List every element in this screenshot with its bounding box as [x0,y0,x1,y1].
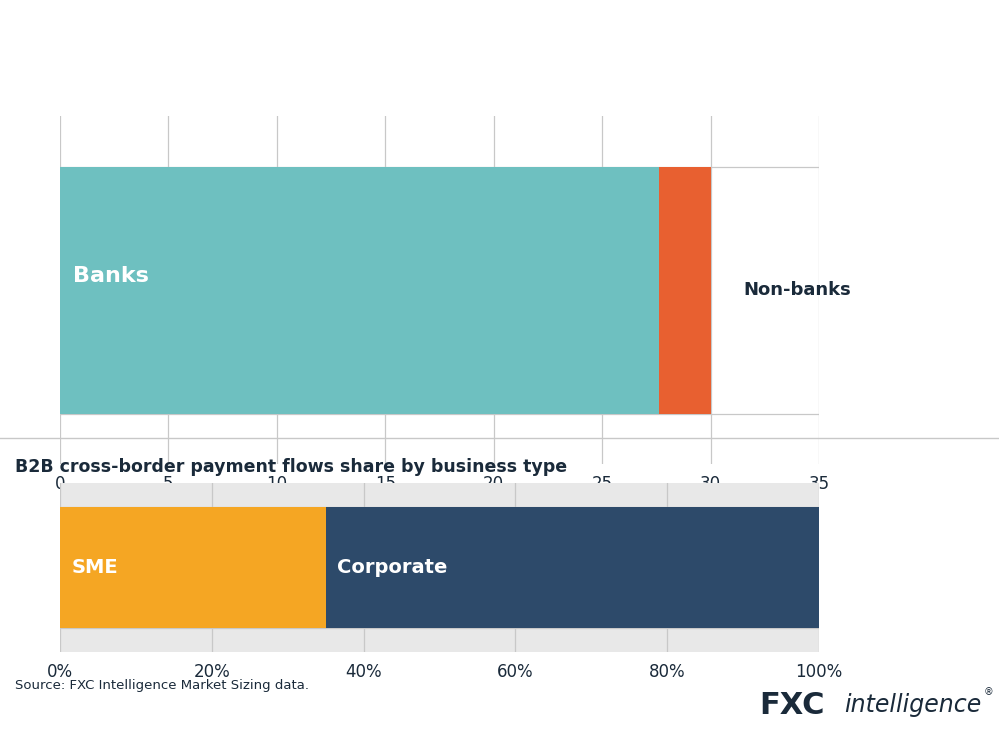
Text: B2B cross-border payment flows share by business type: B2B cross-border payment flows share by … [15,458,567,476]
Bar [60,507,326,628]
Text: Banks: Banks [73,266,149,285]
Text: intelligence: intelligence [844,693,981,718]
Text: Banks account for 92% of B2B cross-border payments: Banks account for 92% of B2B cross-borde… [15,32,857,61]
Text: Corporate: Corporate [337,558,448,577]
Bar [326,507,819,628]
Bar [60,167,658,413]
Text: FXC: FXC [759,691,825,720]
Text: FY 2023 global B2B cross-border payment flows by provider type: FY 2023 global B2B cross-border payment … [15,79,626,98]
Text: Non-banks: Non-banks [743,281,851,300]
X-axis label: 2023 global B2B flows ($tn): 2023 global B2B flows ($tn) [299,507,580,525]
Text: SME: SME [71,558,118,577]
Text: ®: ® [984,688,994,697]
Text: Source: FXC Intelligence Market Sizing data.: Source: FXC Intelligence Market Sizing d… [15,679,309,692]
Bar [658,167,710,413]
